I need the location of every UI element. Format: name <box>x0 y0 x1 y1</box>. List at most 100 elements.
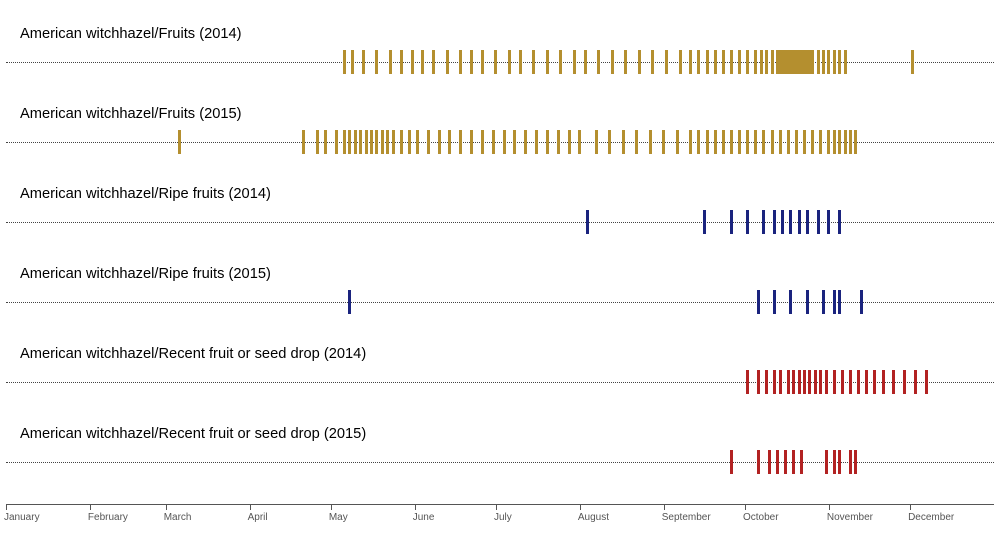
event-tick <box>754 130 757 154</box>
event-tick <box>803 130 806 154</box>
event-tick <box>844 130 847 154</box>
month-tick <box>496 504 497 510</box>
event-tick <box>595 130 598 154</box>
event-tick <box>819 370 822 394</box>
event-tick <box>838 130 841 154</box>
event-tick <box>448 130 451 154</box>
event-tick <box>746 370 749 394</box>
event-tick <box>806 210 809 234</box>
event-tick <box>302 130 305 154</box>
event-tick <box>773 210 776 234</box>
event-tick <box>324 130 327 154</box>
month-label: December <box>908 512 954 523</box>
event-tick <box>773 370 776 394</box>
event-tick <box>825 370 828 394</box>
event-tick <box>535 130 538 154</box>
event-tick <box>789 290 792 314</box>
event-tick <box>697 130 700 154</box>
event-tick <box>446 50 449 74</box>
event-tick <box>760 50 763 74</box>
event-tick <box>827 50 830 74</box>
month-label: April <box>248 512 268 523</box>
event-tick <box>838 210 841 234</box>
event-tick <box>400 130 403 154</box>
event-tick <box>375 130 378 154</box>
event-tick <box>833 450 836 474</box>
event-tick <box>459 50 462 74</box>
series-axis <box>6 302 994 303</box>
month-tick <box>664 504 665 510</box>
event-tick <box>854 450 857 474</box>
event-tick <box>773 290 776 314</box>
event-tick <box>638 50 641 74</box>
event-tick <box>689 130 692 154</box>
month-label: November <box>827 512 873 523</box>
event-tick <box>532 50 535 74</box>
event-tick <box>714 130 717 154</box>
event-tick <box>776 450 779 474</box>
event-tick <box>860 290 863 314</box>
event-tick <box>833 290 836 314</box>
month-tick <box>829 504 830 510</box>
event-tick <box>722 130 725 154</box>
event-tick <box>432 50 435 74</box>
event-tick <box>757 370 760 394</box>
series-label: American witchhazel/Ripe fruits (2015) <box>20 266 271 282</box>
event-tick <box>798 370 801 394</box>
event-tick <box>779 130 782 154</box>
event-tick <box>865 370 868 394</box>
month-label: September <box>662 512 711 523</box>
event-tick <box>546 130 549 154</box>
event-tick <box>800 450 803 474</box>
event-tick <box>370 130 373 154</box>
event-tick <box>765 370 768 394</box>
event-tick <box>665 50 668 74</box>
series-label: American witchhazel/Fruits (2014) <box>20 26 242 42</box>
event-tick <box>624 50 627 74</box>
event-tick <box>795 130 798 154</box>
event-tick <box>784 450 787 474</box>
event-tick <box>838 290 841 314</box>
event-tick <box>738 50 741 74</box>
event-tick <box>573 50 576 74</box>
event-tick <box>757 450 760 474</box>
event-tick <box>416 130 419 154</box>
event-tick <box>348 130 351 154</box>
event-tick <box>714 50 717 74</box>
event-tick <box>825 450 828 474</box>
event-tick <box>730 450 733 474</box>
event-tick <box>781 210 784 234</box>
event-tick <box>348 290 351 314</box>
event-tick <box>833 370 836 394</box>
series-label: American witchhazel/Ripe fruits (2014) <box>20 186 271 202</box>
event-tick <box>789 210 792 234</box>
month-tick <box>745 504 746 510</box>
event-tick <box>792 370 795 394</box>
event-tick <box>841 370 844 394</box>
event-tick <box>427 130 430 154</box>
event-tick <box>524 130 527 154</box>
event-tick <box>706 130 709 154</box>
event-tick <box>873 370 876 394</box>
event-tick <box>679 50 682 74</box>
event-tick <box>335 130 338 154</box>
event-tick <box>822 50 825 74</box>
event-tick <box>803 370 806 394</box>
event-tick <box>817 50 820 74</box>
event-tick <box>849 130 852 154</box>
event-tick <box>676 130 679 154</box>
event-tick <box>730 210 733 234</box>
event-tick <box>584 50 587 74</box>
event-tick <box>854 130 857 154</box>
phenology-timeline-chart: American witchhazel/Fruits (2014) America… <box>0 0 1000 538</box>
event-tick <box>557 130 560 154</box>
event-tick <box>833 50 836 74</box>
event-tick <box>381 130 384 154</box>
event-tick <box>365 130 368 154</box>
event-tick <box>911 50 914 74</box>
event-tick <box>508 50 511 74</box>
event-tick <box>817 210 820 234</box>
event-tick <box>738 130 741 154</box>
event-tick <box>771 130 774 154</box>
month-label: June <box>413 512 435 523</box>
